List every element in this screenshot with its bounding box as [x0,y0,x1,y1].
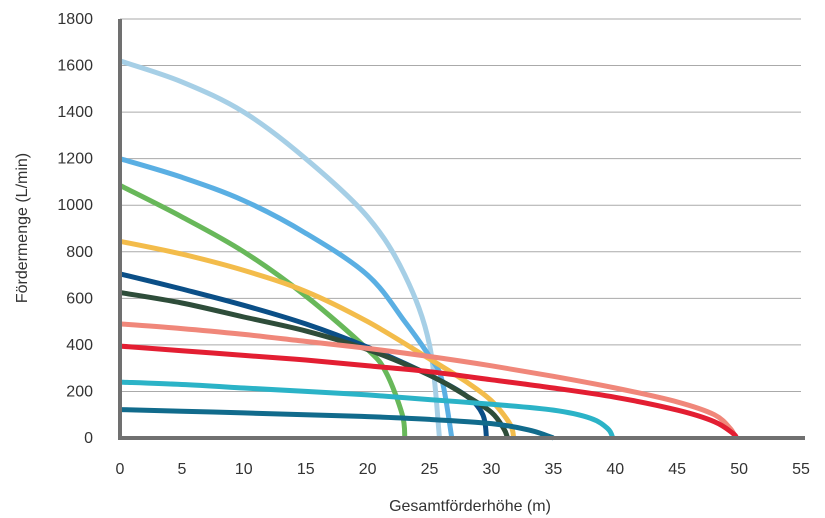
y-tick-label-3: 600 [66,290,93,307]
series-line-1 [119,58,442,439]
series-lines [118,58,739,441]
x-tick-label-6: 30 [483,461,501,478]
x-tick-label-4: 20 [359,461,377,478]
x-axis-title: Gesamtförderhöhe (m) [389,498,551,515]
series-line-8 [119,343,739,440]
series-line-3 [118,183,408,439]
series-line-6 [119,290,510,440]
x-tick-label-1: 5 [177,461,186,478]
x-tick-labels: 0 5 10 15 20 25 30 35 40 45 50 55 [116,461,810,478]
y-tick-label-2: 400 [66,337,93,354]
series-line-7 [119,321,738,440]
y-tick-label-1: 200 [66,383,93,400]
x-tick-label-10: 50 [730,461,748,478]
series-line-9 [119,379,616,440]
series-line-2 [119,156,455,439]
y-tick-label-9: 1800 [57,11,93,28]
series-line-10 [119,407,555,441]
x-tick-label-3: 15 [297,461,315,478]
y-tick-label-4: 800 [66,244,93,261]
x-tick-label-5: 25 [421,461,439,478]
y-tick-labels: 0 200 400 600 800 1000 1200 1400 1600 1800 [57,11,93,447]
y-tick-label-0: 0 [84,430,93,447]
y-tick-label-8: 1600 [57,58,93,75]
x-tick-label-0: 0 [116,461,125,478]
y-tick-label-6: 1200 [57,151,93,168]
gridlines [120,18,801,392]
series-line-4 [119,238,517,439]
x-tick-label-8: 40 [606,461,624,478]
y-axis-title: Fördermenge (L/min) [14,153,31,303]
y-tick-label-5: 1000 [57,197,93,214]
x-tick-label-2: 10 [235,461,253,478]
x-tick-label-11: 55 [792,461,810,478]
x-tick-label-9: 45 [668,461,686,478]
axes [118,19,805,440]
y-tick-label-7: 1400 [57,104,93,121]
x-tick-label-7: 35 [544,461,562,478]
